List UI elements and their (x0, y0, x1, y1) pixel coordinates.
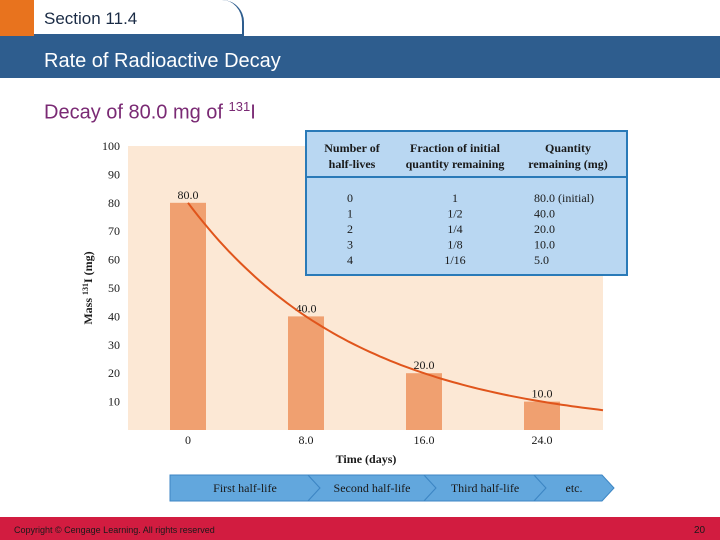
bar-data-label: 20.0 (414, 358, 435, 372)
table-cell: 5.0 (534, 253, 549, 267)
table-cell: 1/8 (447, 238, 462, 252)
section-tab (34, 0, 244, 36)
y-tick-label: 30 (108, 338, 120, 352)
half-life-arrow-label: Second half-life (334, 481, 411, 495)
title-band (0, 36, 720, 78)
y-tick-label: 100 (102, 139, 120, 153)
y-axis-label: Mass 131I (mg) (81, 251, 95, 324)
table-cell: 1 (452, 191, 458, 205)
decay-curve (187, 202, 604, 412)
subtitle-suffix: I (250, 101, 256, 124)
y-tick-label: 60 (108, 253, 120, 267)
x-tick-label: 8.0 (299, 433, 314, 447)
half-life-arrow-label: Third half-life (451, 481, 519, 495)
table-background (305, 130, 628, 276)
table-cell: 1 (347, 207, 353, 221)
page-number: 20 (694, 525, 706, 536)
footer-band (0, 517, 720, 540)
data-table: Number of half-lives Fraction of initial qu… (305, 130, 628, 276)
table-cell: 10.0 (534, 238, 555, 252)
table-cell: 2 (347, 222, 353, 236)
table-header-line: half-lives (329, 157, 376, 171)
slide-title: Rate of Radioactive Decay (44, 50, 281, 72)
decay-figure: 80.0 40.0 20.0 10.0 10 20 30 40 50 60 70 80 90 100 0… (72, 126, 634, 514)
x-axis-label: Time (days) (336, 452, 397, 466)
bar (170, 202, 206, 430)
subtitle-superscript: 131 (228, 99, 251, 114)
x-tick-label: 24.0 (532, 433, 553, 447)
bar-data-label: 40.0 (296, 301, 317, 315)
half-life-arrow (532, 474, 615, 502)
y-tick-label: 50 (108, 281, 120, 295)
subtitle-prefix: Decay of 80.0 mg of (44, 101, 229, 124)
y-tick-label: 80 (108, 196, 120, 210)
table-cell: 0 (347, 191, 353, 205)
table-header-line: Fraction of initial (410, 141, 501, 155)
y-tick-label: 70 (108, 224, 120, 238)
section-label: Section 11.4 (44, 9, 138, 28)
half-life-arrow-label: First half-life (213, 481, 277, 495)
half-life-arrow-label: etc. (566, 481, 583, 495)
table-cell: 3 (347, 238, 353, 252)
table-header-line: remaining (mg) (528, 157, 607, 171)
bar (406, 373, 442, 430)
bar-data-label: 80.0 (178, 188, 199, 202)
table-header-line: Number of (324, 141, 380, 155)
table-header-line: Quantity (545, 141, 591, 155)
copyright-text: Copyright © Cengage Learning. All rights… (14, 525, 215, 535)
table-cell: 80.0 (initial) (534, 191, 594, 205)
section-marker (0, 0, 34, 36)
bar (524, 401, 560, 430)
y-tick-label: 10 (108, 395, 120, 409)
bar (288, 316, 324, 430)
slide-subtitle: Decay of 80.0 mg of 131I (44, 99, 256, 125)
y-tick-label: 40 (108, 309, 120, 323)
table-cell: 4 (347, 253, 353, 267)
bar-data-label: 10.0 (532, 387, 553, 401)
y-tick-label: 20 (108, 366, 120, 380)
x-tick-label: 0 (185, 433, 191, 447)
table-cell: 40.0 (534, 207, 555, 221)
table-cell: 1/16 (444, 253, 465, 267)
table-header-line: quantity remaining (406, 157, 505, 171)
table-cell: 1/4 (447, 222, 462, 236)
x-tick-label: 16.0 (414, 433, 435, 447)
y-tick-label: 90 (108, 167, 120, 181)
table-cell: 1/2 (447, 207, 462, 221)
table-cell: 20.0 (534, 222, 555, 236)
